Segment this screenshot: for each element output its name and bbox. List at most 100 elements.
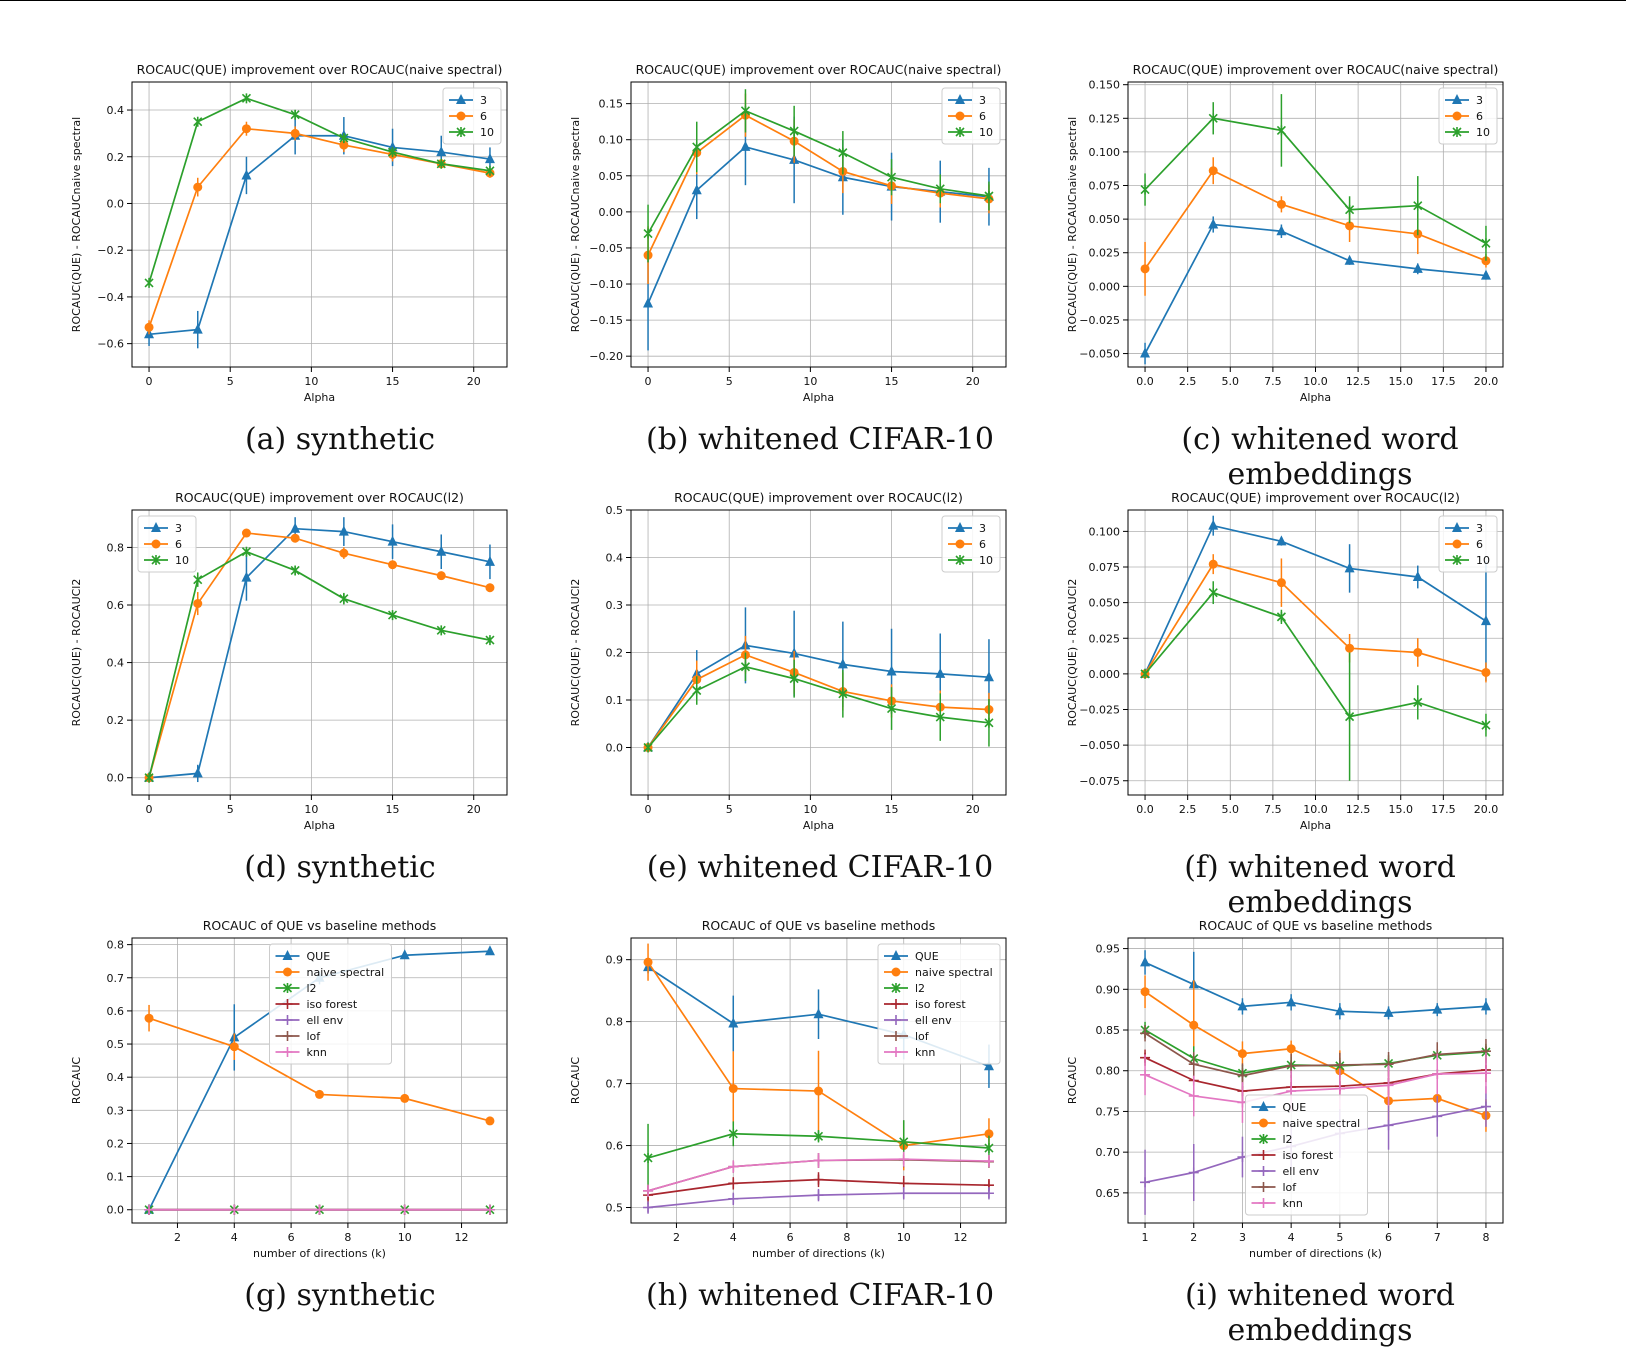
chart-h: 2 4 6 8 10 12 0.5 0.6 0.7 0.8 0.9 ROCAUC of QUE vs … [569,918,1007,1260]
series-6 [1140,157,1491,296]
data-point [436,146,447,157]
y-tick-label: 0.95 [1096,943,1121,956]
chart-title: ROCAUC(QUE) improvement over ROCAUC(naiv… [137,62,503,77]
legend-label: QUE [307,950,331,963]
data-point [813,1131,824,1142]
y-tick-label: 0.2 [107,714,125,727]
plot-frame [1127,509,1504,796]
data-point [144,1204,155,1215]
data-point [643,1152,653,1163]
chart-title: ROCAUC of QUE vs baseline methods [702,918,936,933]
y-tick-label: 0.100 [1089,146,1121,159]
data-point [643,1185,654,1196]
data-point [1140,987,1150,997]
data-point [229,1204,240,1215]
x-tick-label: 20.0 [1474,803,1499,816]
data-point [728,1161,739,1172]
data-point [144,772,154,783]
legend-box [877,943,1001,1065]
series-QUE [1140,950,1491,1020]
data-point [643,1202,654,1213]
y-tick-label: −0.4 [97,291,124,304]
data-point [935,712,945,723]
data-point [728,1084,738,1094]
chart-title: ROCAUC(QUE) improvement over ROCAUC(l2) [175,490,464,505]
y-tick-label: 0.6 [107,599,125,612]
series-10 [1140,581,1491,781]
data-point [1413,697,1423,708]
x-tick-label: 2.5 [1179,375,1197,388]
data-point [1345,221,1355,231]
legend-marker [891,1031,901,1041]
data-point [1412,262,1423,273]
series-3 [1140,216,1491,365]
data-point [1140,1028,1151,1039]
data-point [813,1190,824,1201]
series-line [148,97,491,284]
x-tick-label: 10 [304,375,318,388]
chart-a: 0 5 10 15 20 −0.6 −0.4 −0.2 0.0 0.2 0.4 ROCAUC(QUE)… [70,62,508,404]
legend: 3 6 10 [442,87,502,145]
y-tick-label: −0.075 [1079,775,1120,788]
caption-i: (i) whitened word embeddings [1184,1278,1456,1348]
data-point [1208,559,1218,569]
data-point [1432,1111,1443,1122]
y-axis-label: ROCAUC(QUE) - ROCAUCl2 [70,579,83,727]
y-axis-label: ROCAUC(QUE) - ROCAUCl2 [1066,579,1079,727]
data-point [886,703,897,714]
series-3 [144,117,495,349]
legend-label: ell env [915,1014,952,1027]
series-10 [144,93,495,288]
plot-frame [630,81,1007,368]
y-axis-label: ROCAUC(QUE) - ROCAUCl2 [569,579,582,727]
x-axis-label: Alpha [304,819,335,832]
data-point [290,565,300,576]
x-tick-label: 5 [726,803,733,816]
x-tick-label: 5 [726,375,733,388]
chart-b: 0 5 10 15 20 −0.20 −0.15 −0.10 −0.05 0.00 0.05 0.10… [569,62,1007,404]
series-line [148,550,491,778]
caption-c: (c) whitened word embeddings [1181,422,1459,492]
data-point [899,1136,909,1147]
x-tick-label: 7.5 [1264,803,1282,816]
legend-label: 3 [979,522,986,535]
legend-label: lof [915,1030,930,1043]
y-axis-label: ROCAUC [70,1057,83,1105]
y-tick-label: 0.10 [599,134,624,147]
data-point [1189,1020,1199,1030]
legend-marker [891,983,901,993]
chart-title: ROCAUC(QUE) improvement over ROCAUC(l2) [1171,490,1460,505]
legend-label: knn [1283,1197,1303,1210]
data-point [1188,1167,1199,1178]
chart-d: 0 5 10 15 20 0.0 0.2 0.4 0.6 0.8 ROCAUC(QUE) impro… [70,490,508,832]
series-naive-spectral [144,1004,495,1126]
data-point [485,165,495,176]
data-point [1140,1177,1151,1188]
caption-e: (e) whitened CIFAR-10 [646,850,994,885]
legend-marker [151,539,161,549]
data-point [643,957,653,967]
data-point [484,153,495,164]
legend-label: l2 [1283,1133,1293,1146]
data-point [983,671,994,682]
data-point [886,665,897,676]
legend-label: knn [915,1046,935,1059]
data-point [984,1129,994,1139]
data-point [193,182,203,192]
plot-frame [131,937,508,1224]
y-tick-label: 0.85 [1096,1024,1121,1037]
x-tick-label: 0.0 [1136,803,1154,816]
x-tick-label: 10.0 [1303,375,1328,388]
plot-frame [1127,937,1504,1224]
x-tick-label: 15 [386,375,400,388]
legend-label: 3 [480,94,487,107]
x-tick-label: 0.0 [1136,375,1154,388]
legend: QUE naive spectral l2 iso forest ell env lof k… [877,943,1001,1065]
legend-label: 6 [979,110,986,123]
x-tick-label: 6 [1385,1231,1392,1244]
y-tick-label: 0.5 [606,504,624,517]
y-tick-label: −0.025 [1079,314,1120,327]
legend-marker [456,127,466,137]
x-axis-label: number of directions (k) [1249,1247,1382,1260]
y-tick-label: 0.7 [107,972,125,985]
